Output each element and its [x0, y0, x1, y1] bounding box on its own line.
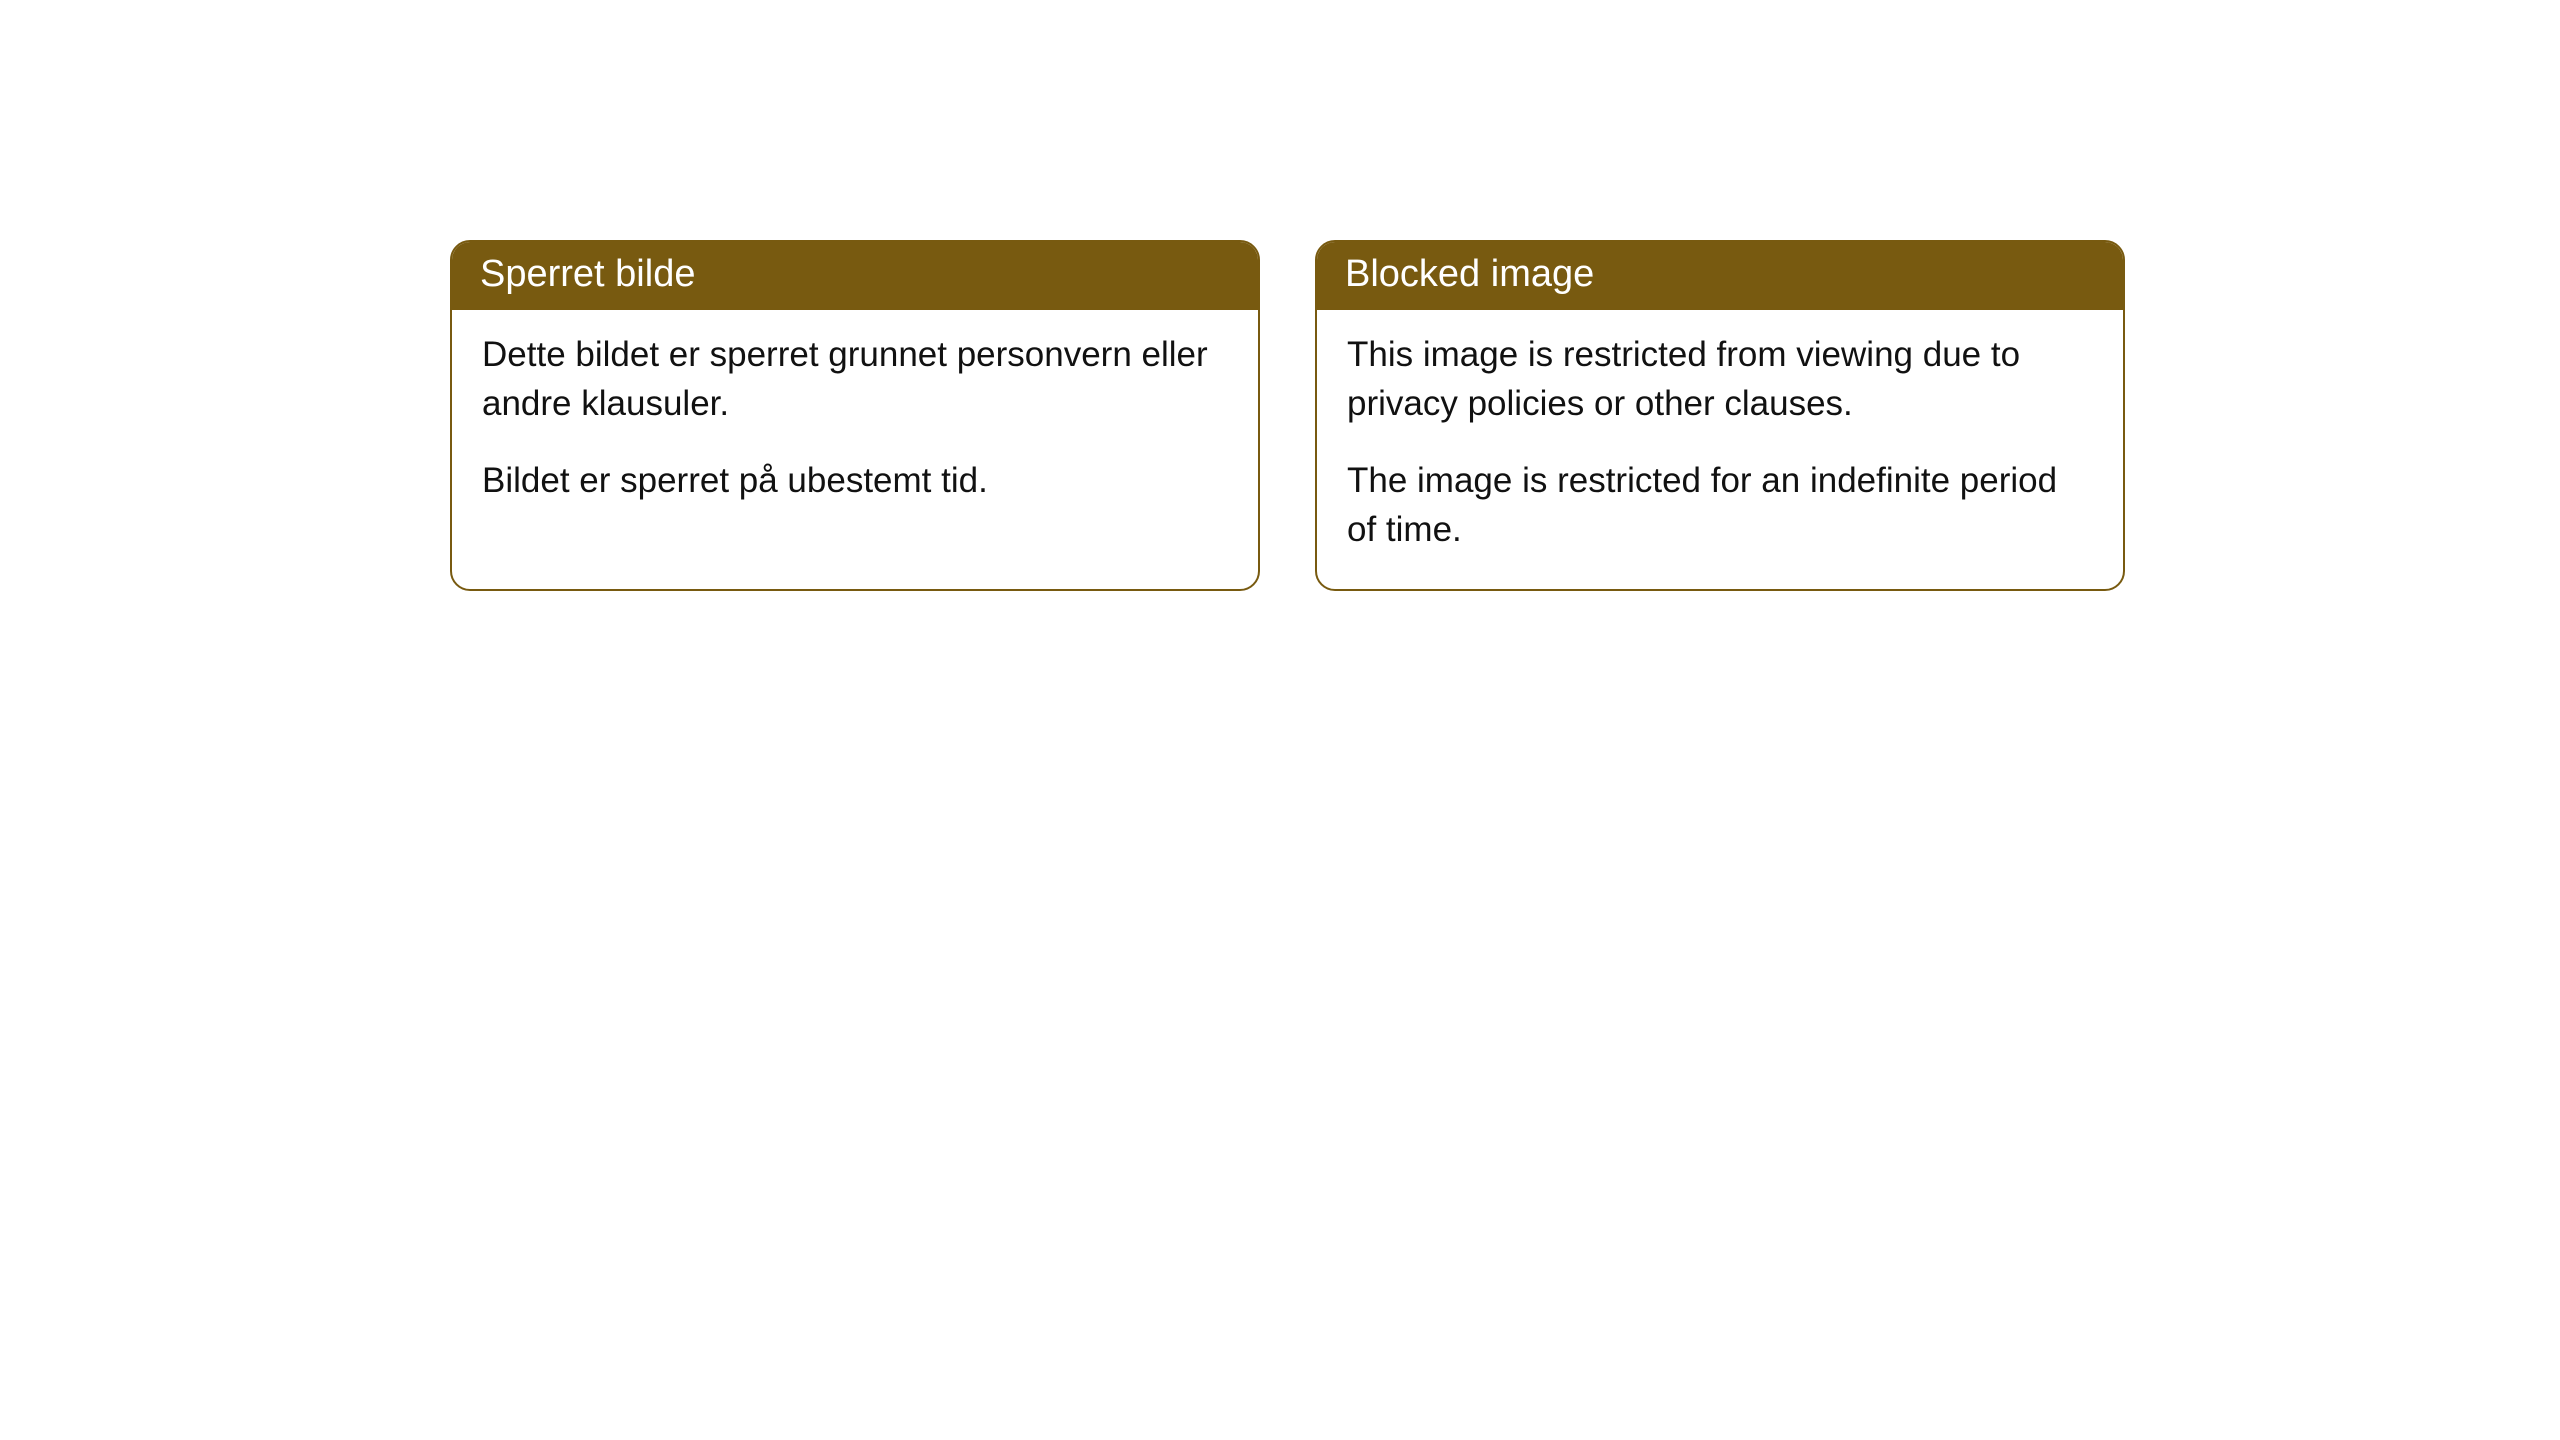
card-paragraph-en-2: The image is restricted for an indefinit… — [1347, 456, 2093, 554]
card-paragraph-en-1: This image is restricted from viewing du… — [1347, 330, 2093, 428]
card-body-no: Dette bildet er sperret grunnet personve… — [452, 310, 1258, 540]
card-paragraph-no-1: Dette bildet er sperret grunnet personve… — [482, 330, 1228, 428]
blocked-image-card-no: Sperret bilde Dette bildet er sperret gr… — [450, 240, 1260, 591]
card-header-en: Blocked image — [1317, 242, 2123, 310]
card-body-en: This image is restricted from viewing du… — [1317, 310, 2123, 589]
card-paragraph-no-2: Bildet er sperret på ubestemt tid. — [482, 456, 1228, 505]
blocked-image-card-en: Blocked image This image is restricted f… — [1315, 240, 2125, 591]
cards-container: Sperret bilde Dette bildet er sperret gr… — [450, 240, 2125, 591]
card-header-no: Sperret bilde — [452, 242, 1258, 310]
